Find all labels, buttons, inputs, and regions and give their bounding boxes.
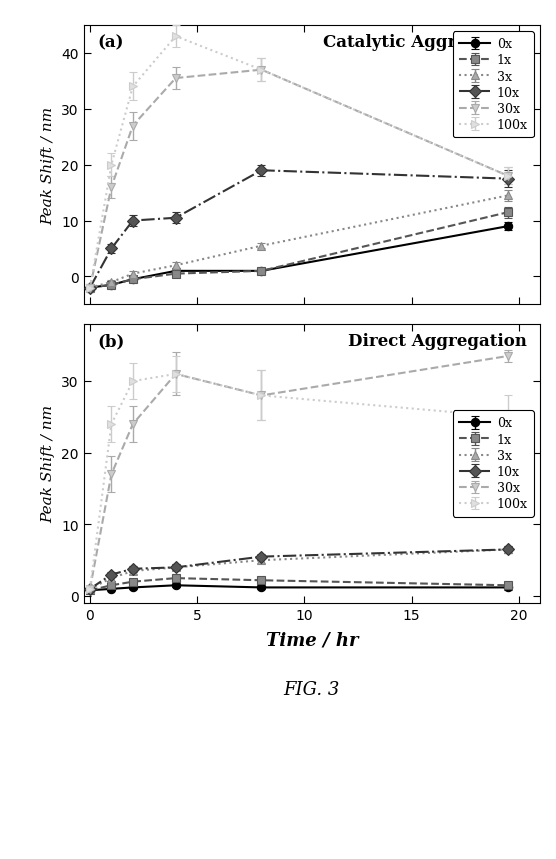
Text: FIG. 3: FIG. 3 <box>283 681 340 698</box>
Text: Direct Aggregation: Direct Aggregation <box>347 332 525 350</box>
Text: Catalytic Aggregation: Catalytic Aggregation <box>322 34 525 52</box>
Y-axis label: Peak Shift / nm: Peak Shift / nm <box>42 107 56 224</box>
Text: (b): (b) <box>97 332 125 350</box>
X-axis label: Time / hr: Time / hr <box>265 631 358 649</box>
Legend: 0x, 1x, 3x, 10x, 30x, 100x: 0x, 1x, 3x, 10x, 30x, 100x <box>452 32 533 138</box>
Y-axis label: Peak Shift / nm: Peak Shift / nm <box>42 405 56 523</box>
Text: (a): (a) <box>97 34 123 52</box>
Legend: 0x, 1x, 3x, 10x, 30x, 100x: 0x, 1x, 3x, 10x, 30x, 100x <box>452 411 533 517</box>
